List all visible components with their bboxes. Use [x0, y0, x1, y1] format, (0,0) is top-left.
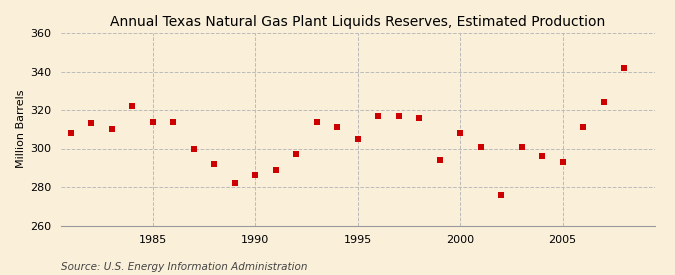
- Point: [332, 125, 343, 130]
- Point: [434, 158, 445, 162]
- Point: [578, 125, 589, 130]
- Y-axis label: Million Barrels: Million Barrels: [16, 90, 26, 169]
- Point: [127, 104, 138, 108]
- Point: [168, 119, 179, 124]
- Point: [352, 137, 363, 141]
- Point: [86, 121, 97, 126]
- Point: [557, 160, 568, 164]
- Point: [65, 131, 76, 135]
- Point: [475, 144, 486, 149]
- Point: [598, 100, 609, 104]
- Point: [230, 181, 240, 185]
- Point: [414, 116, 425, 120]
- Point: [455, 131, 466, 135]
- Point: [373, 114, 383, 118]
- Title: Annual Texas Natural Gas Plant Liquids Reserves, Estimated Production: Annual Texas Natural Gas Plant Liquids R…: [110, 15, 605, 29]
- Point: [291, 152, 302, 156]
- Point: [495, 192, 506, 197]
- Point: [209, 162, 220, 166]
- Point: [107, 127, 117, 131]
- Point: [148, 119, 159, 124]
- Point: [188, 146, 199, 151]
- Point: [516, 144, 527, 149]
- Point: [394, 114, 404, 118]
- Point: [537, 154, 547, 158]
- Point: [271, 167, 281, 172]
- Point: [250, 173, 261, 178]
- Point: [618, 65, 629, 70]
- Text: Source: U.S. Energy Information Administration: Source: U.S. Energy Information Administ…: [61, 262, 307, 272]
- Point: [311, 119, 322, 124]
